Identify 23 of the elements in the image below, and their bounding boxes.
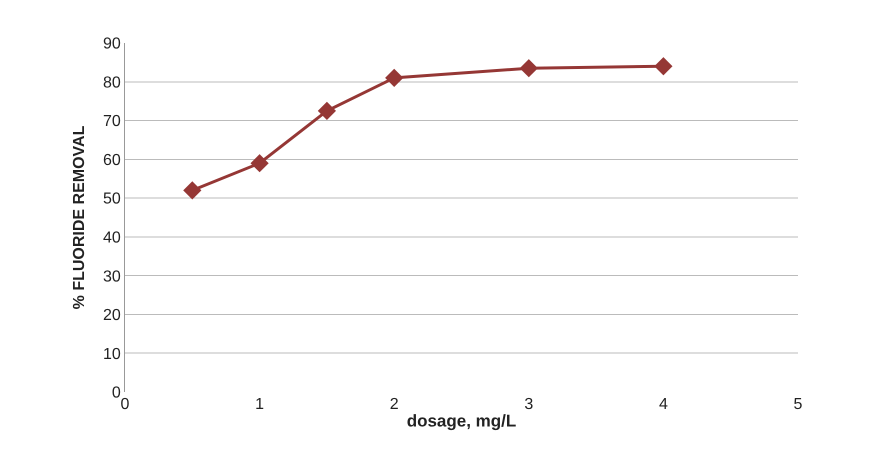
y-axis-title: % FLUORIDE REMOVAL [70,125,88,310]
point [654,57,672,76]
point [385,68,404,87]
y-tick-label: 40 [103,229,121,246]
point [183,181,202,200]
point [250,154,269,172]
y-tick-label: 80 [103,74,121,92]
x-axis-title: dosage, mg/L [406,411,516,430]
x-tick-label: 4 [658,396,668,413]
x-tick-label: 3 [524,396,534,413]
y-tick-label: 20 [103,307,121,324]
y-tick-label: 60 [103,152,121,169]
y-tick-label: 0 [112,384,121,402]
point [318,102,336,120]
y-tick-label: 70 [103,113,121,130]
point [520,59,538,78]
x-tick-label: 5 [794,396,803,413]
x-tick-label: 2 [390,396,399,413]
y-tick-label: 50 [103,190,121,208]
y-tick-label: 90 [103,36,121,53]
x-tick-label: 1 [255,396,264,413]
y-tick-label: 30 [103,268,121,286]
y-tick-label: 10 [103,346,121,363]
